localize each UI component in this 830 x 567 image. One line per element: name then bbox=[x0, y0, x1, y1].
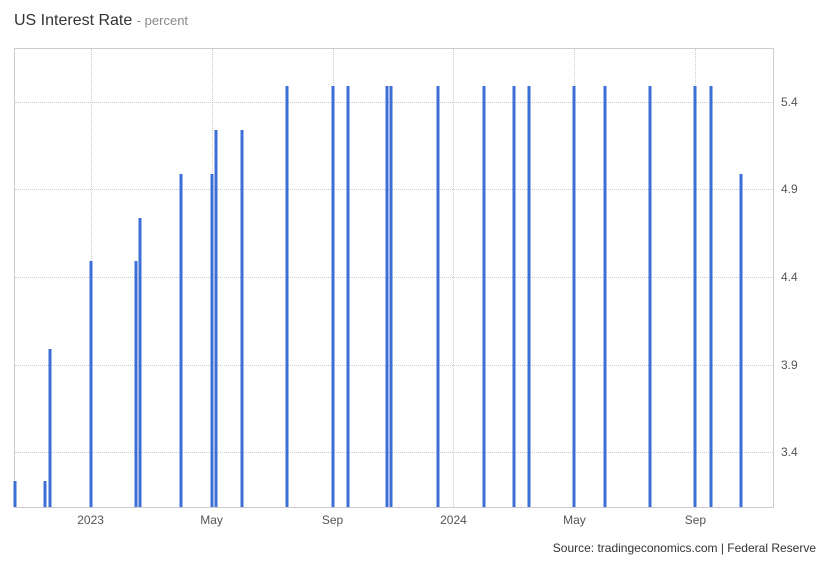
source-attribution: Source: tradingeconomics.com | Federal R… bbox=[553, 541, 816, 555]
chart-title-main: US Interest Rate bbox=[14, 12, 132, 29]
data-bar bbox=[331, 86, 334, 507]
data-bar bbox=[14, 481, 17, 507]
data-bar bbox=[385, 86, 388, 507]
y-axis-tick-label: 3.4 bbox=[781, 445, 798, 459]
gridline-vertical bbox=[453, 49, 454, 507]
chart-title: US Interest Rate - percent bbox=[14, 12, 188, 30]
gridline-horizontal bbox=[15, 277, 773, 278]
data-bar bbox=[210, 174, 213, 507]
data-bar bbox=[286, 86, 289, 507]
data-bar bbox=[482, 86, 485, 507]
data-bar bbox=[89, 261, 92, 507]
x-axis-tick-label: 2024 bbox=[440, 513, 467, 527]
x-axis-tick-label: Sep bbox=[322, 513, 343, 527]
y-axis-tick-label: 4.9 bbox=[781, 182, 798, 196]
data-bar bbox=[134, 261, 137, 507]
x-axis-tick-label: May bbox=[563, 513, 586, 527]
data-bar bbox=[139, 218, 142, 507]
data-bar bbox=[603, 86, 606, 507]
data-bar bbox=[48, 349, 51, 507]
x-axis-tick-label: 2023 bbox=[77, 513, 104, 527]
data-bar bbox=[694, 86, 697, 507]
data-bar bbox=[346, 86, 349, 507]
chart-container: US Interest Rate - percent 3.43.94.44.95… bbox=[0, 0, 830, 567]
gridline-horizontal bbox=[15, 365, 773, 366]
data-bar bbox=[437, 86, 440, 507]
plot-area: 3.43.94.44.95.42023MaySep2024MaySep bbox=[14, 48, 774, 508]
y-axis-tick-label: 4.4 bbox=[781, 270, 798, 284]
data-bar bbox=[573, 86, 576, 507]
x-axis-tick-label: May bbox=[200, 513, 223, 527]
data-bar bbox=[390, 86, 393, 507]
data-bar bbox=[180, 174, 183, 507]
data-bar bbox=[528, 86, 531, 507]
data-bar bbox=[215, 130, 218, 507]
data-bar bbox=[739, 174, 742, 507]
y-axis-tick-label: 5.4 bbox=[781, 95, 798, 109]
gridline-horizontal bbox=[15, 189, 773, 190]
data-bar bbox=[240, 130, 243, 507]
gridline-horizontal bbox=[15, 102, 773, 103]
gridline-horizontal bbox=[15, 452, 773, 453]
x-axis-tick-label: Sep bbox=[685, 513, 706, 527]
plot-inner: 3.43.94.44.95.42023MaySep2024MaySep bbox=[15, 49, 773, 507]
chart-title-sub: - percent bbox=[137, 13, 188, 28]
data-bar bbox=[44, 481, 47, 507]
data-bar bbox=[512, 86, 515, 507]
data-bar bbox=[709, 86, 712, 507]
y-axis-tick-label: 3.9 bbox=[781, 358, 798, 372]
data-bar bbox=[649, 86, 652, 507]
